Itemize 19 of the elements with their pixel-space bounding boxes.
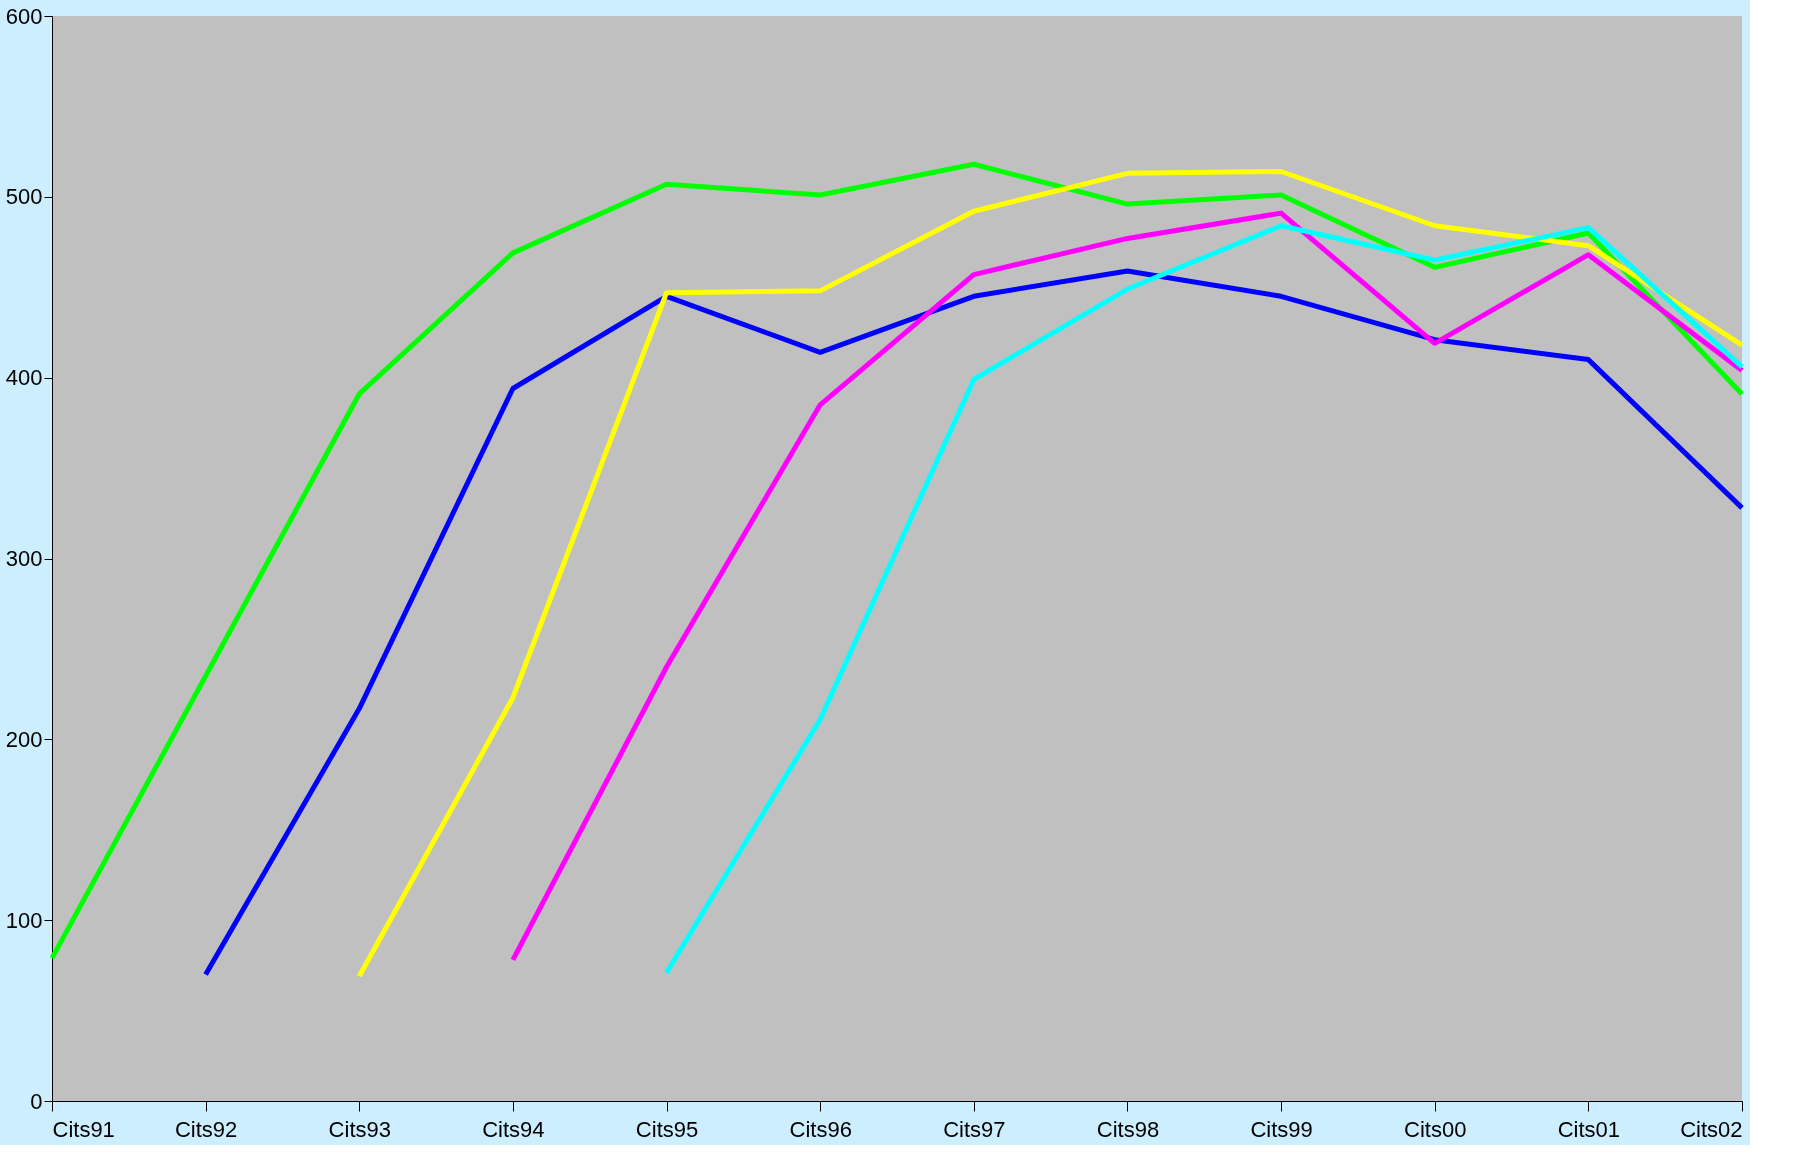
x-tick-label: Cits94: [482, 1116, 545, 1142]
x-tick-label: Cits00: [1404, 1116, 1467, 1142]
x-tick-label: Cits01: [1557, 1116, 1621, 1142]
y-tick-label: 100: [5, 907, 43, 933]
x-tick-label: Cits91: [52, 1116, 115, 1142]
x-tick-label: Cits98: [1096, 1116, 1160, 1142]
x-tick-label: Cits93: [328, 1116, 391, 1142]
y-tick-label: 0: [30, 1088, 43, 1114]
y-tick-label: 500: [5, 184, 43, 210]
x-tick-label: Cits95: [635, 1116, 699, 1142]
y-tick-label: 400: [5, 365, 43, 391]
y-tick-label: 600: [5, 3, 43, 29]
x-tick-label: Cits97: [943, 1116, 1006, 1142]
x-tick-label: Cits92: [174, 1116, 238, 1142]
x-tick-label: Cits02: [1680, 1116, 1743, 1142]
x-tick-label: Cits96: [789, 1116, 852, 1142]
y-tick-label: 200: [5, 726, 43, 752]
y-tick-label: 300: [5, 546, 43, 571]
x-tick-label: Cits99: [1250, 1116, 1313, 1142]
